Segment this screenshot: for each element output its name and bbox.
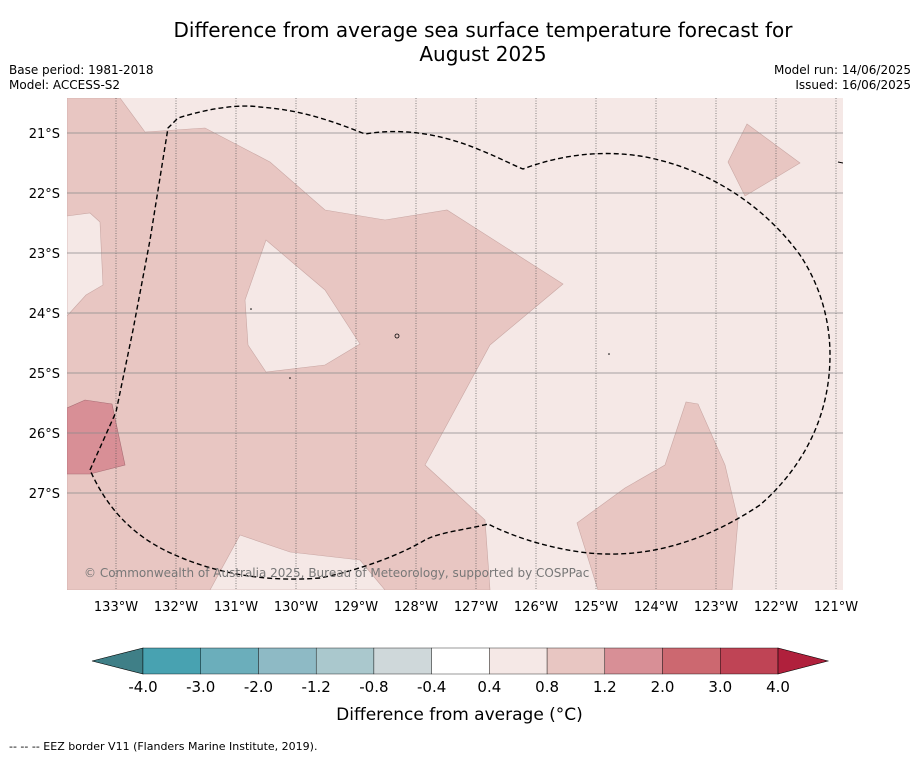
base-period-text: Base period: 1981-2018 bbox=[9, 63, 154, 77]
anomaly-light-central bbox=[244, 239, 361, 373]
island-marker bbox=[394, 333, 400, 339]
lon-label: 125°W bbox=[574, 600, 618, 615]
anomaly-light-west bbox=[67, 212, 104, 317]
longitude-gridlines bbox=[115, 98, 837, 590]
colorbar-tick-label: 0.4 bbox=[477, 678, 501, 696]
lon-label: 132°W bbox=[154, 600, 198, 615]
anomaly-0.8-1.2-southeast bbox=[576, 401, 739, 590]
lat-label: 26°S bbox=[29, 427, 60, 442]
anomaly-0.8-1.2-northeast bbox=[727, 123, 801, 197]
lon-label: 131°W bbox=[214, 600, 258, 615]
colorbar-tick-label: 2.0 bbox=[651, 678, 675, 696]
eez-border bbox=[89, 105, 831, 580]
lon-label: 121°W bbox=[814, 600, 858, 615]
island-marker bbox=[289, 377, 291, 379]
colorbar-swatch bbox=[431, 647, 490, 675]
colorbar-label: Difference from average (°C) bbox=[336, 705, 583, 725]
colorbar-tick-label: 1.2 bbox=[593, 678, 617, 696]
meta-right: Model run: 14/06/2025 Issued: 16/06/2025 bbox=[774, 63, 911, 93]
colorbar-swatch bbox=[662, 647, 721, 675]
longitude-labels: 133°W 132°W 131°W 130°W 129°W 128°W 127°… bbox=[94, 600, 858, 615]
colorbar-tick-label: -0.4 bbox=[417, 678, 446, 696]
colorbar-swatch bbox=[200, 647, 259, 675]
model-run-text: Model run: 14/06/2025 bbox=[773, 63, 911, 77]
colorbar-under-arrow bbox=[91, 647, 144, 675]
issued-text: Issued: 16/06/2025 bbox=[795, 78, 911, 92]
colorbar: -4.0 -3.0 -2.0 -1.2 -0.8 -0.4 0.4 0.8 1.2 2.0 3.0 4… bbox=[91, 647, 830, 696]
lon-label: 123°W bbox=[694, 600, 738, 615]
lon-label: 133°W bbox=[94, 600, 138, 615]
colorbar-tick-label: -1.2 bbox=[302, 678, 331, 696]
colorbar-tick-label: 4.0 bbox=[766, 678, 790, 696]
colorbar-swatch bbox=[720, 647, 779, 675]
footer-note: -- -- -- EEZ border V11 (Flanders Marine… bbox=[9, 740, 318, 753]
lon-label: 124°W bbox=[634, 600, 678, 615]
colorbar-swatch bbox=[489, 647, 548, 675]
lat-label: 21°S bbox=[29, 127, 60, 142]
colorbar-tick-label: -3.0 bbox=[186, 678, 215, 696]
island-marker bbox=[250, 308, 252, 310]
lon-label: 127°W bbox=[454, 600, 498, 615]
colorbar-tick-label: -4.0 bbox=[128, 678, 157, 696]
colorbar-swatch bbox=[373, 647, 432, 675]
colorbar-swatch bbox=[315, 647, 375, 675]
lon-label: 126°W bbox=[514, 600, 558, 615]
model-text: Model: ACCESS-S2 bbox=[9, 78, 121, 92]
colorbar-tick-label: -2.0 bbox=[244, 678, 273, 696]
island-marker bbox=[608, 353, 610, 355]
colorbar-tick-label: -0.8 bbox=[359, 678, 388, 696]
lat-label: 27°S bbox=[29, 487, 60, 502]
lon-label: 128°W bbox=[394, 600, 438, 615]
colorbar-swatch bbox=[258, 647, 317, 675]
map-title: Difference from average sea surface temp… bbox=[0, 18, 919, 66]
anomaly-1.2-2.0-patch bbox=[67, 399, 126, 475]
colorbar-swatch bbox=[142, 647, 201, 675]
lat-label: 22°S bbox=[29, 187, 60, 202]
sst-anomaly-field: © Commonwealth of Australia 2025, Bureau… bbox=[67, 98, 843, 590]
eez-border-fragment bbox=[837, 161, 843, 164]
latitude-labels: 21°S 22°S 23°S 24°S 25°S 26°S 27°S bbox=[29, 127, 60, 502]
lat-label: 23°S bbox=[29, 247, 60, 262]
colorbar-tick-label: 3.0 bbox=[708, 678, 732, 696]
colorbar-over-arrow bbox=[777, 647, 830, 675]
colorbar-swatch bbox=[604, 647, 663, 675]
lat-label: 24°S bbox=[29, 307, 60, 322]
copyright-text: © Commonwealth of Australia 2025, Bureau… bbox=[84, 566, 589, 580]
colorbar-swatch bbox=[546, 647, 606, 675]
title-line-1: Difference from average sea surface temp… bbox=[173, 18, 793, 42]
colorbar-tick-label: 0.8 bbox=[535, 678, 559, 696]
latitude-gridlines bbox=[67, 132, 843, 494]
lon-label: 130°W bbox=[274, 600, 318, 615]
lon-label: 122°W bbox=[754, 600, 798, 615]
lon-label: 129°W bbox=[334, 600, 378, 615]
title-line-2: August 2025 bbox=[419, 42, 547, 66]
lat-label: 25°S bbox=[29, 367, 60, 382]
meta-left: Base period: 1981-2018 Model: ACCESS-S2 bbox=[9, 63, 154, 93]
